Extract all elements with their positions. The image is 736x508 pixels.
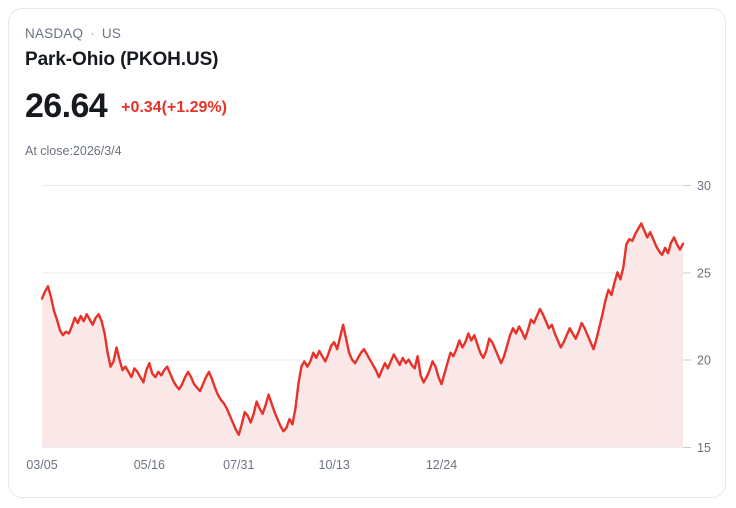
x-tick-label: 12/24 [426,458,457,472]
y-tick-label: 15 [697,441,711,455]
axis-tick-marks [683,185,691,448]
x-axis-labels: 03/05 05/16 07/31 10/13 12/24 [26,458,457,472]
separator-dot: · [90,25,95,41]
y-tick-label: 20 [697,354,711,368]
price-change: +0.34(+1.29%) [121,99,227,116]
page-title: Park-Ohio (PKOH.US) [25,49,219,70]
y-axis-labels: 15 20 25 30 [697,179,711,455]
price-line [40,222,685,436]
x-tick-label: 03/05 [26,458,57,472]
y-tick-label: 30 [697,179,711,193]
x-tick-label: 05/16 [134,458,165,472]
stock-quote-card: NASDAQ · US Park-Ohio (PKOH.US) 26.64 +0.34… [8,8,726,498]
price-chart[interactable]: 15 20 25 30 03/05 05/16 07/31 10/13 12/24 [9,169,725,497]
last-price: 26.64 [25,87,108,125]
market-status-note: At close:2026/3/4 [25,144,122,158]
price-area-fill [42,223,683,447]
x-tick-label: 07/31 [223,458,254,472]
price-row: 26.64 +0.34(+1.29%) [25,87,227,126]
exchange-row: NASDAQ · US [25,25,121,41]
x-tick-label: 10/13 [319,458,350,472]
exchange-name: NASDAQ [25,25,84,41]
chart-svg: 15 20 25 30 03/05 05/16 07/31 10/13 12/24 [26,179,711,472]
y-tick-label: 25 [697,266,711,280]
region-label: US [101,25,122,41]
